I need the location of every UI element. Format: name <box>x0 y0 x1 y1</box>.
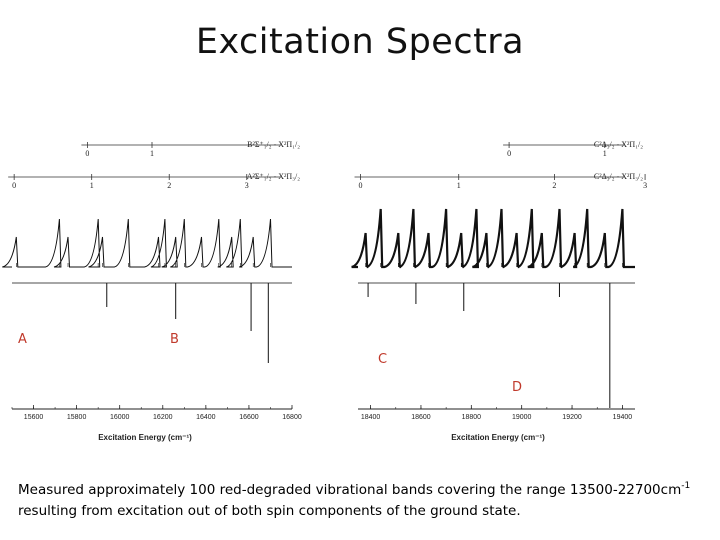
marker-a: A <box>18 332 27 347</box>
marker-c: C <box>378 352 387 367</box>
right-progression-label: C²Δ₃/₂ - X²Π₃/₂ <box>594 172 643 181</box>
right-progression-vprime: 2 <box>552 181 556 190</box>
slide-caption: Measured approximately 100 red-degraded … <box>18 480 708 522</box>
right-progression-vprime: 1 <box>603 149 607 158</box>
left-x-tick-label: 16200 <box>153 414 173 421</box>
caption-text-2: resulting from excitation out of both sp… <box>18 503 521 519</box>
left-x-tick-label: 16800 <box>282 414 302 421</box>
caption-text-1: Measured approximately 100 red-degraded … <box>18 482 682 498</box>
marker-b: B <box>170 332 179 347</box>
right-progression-label: C²Δ₃/₂ - X²Π₁/₂ <box>594 140 643 149</box>
right-signal-trace <box>351 208 635 269</box>
right-x-tick-label: 18800 <box>462 414 482 421</box>
right-x-tick-label: 19400 <box>613 414 633 421</box>
left-progression-vprime: 2 <box>167 181 171 190</box>
right-x-tick-label: 18600 <box>411 414 431 421</box>
right-x-tick-label: 18400 <box>361 414 381 421</box>
left-progression-label: B²Σ⁺₁/₂ - X²Π₁/₂ <box>247 140 300 149</box>
left-signal-trace <box>2 218 292 268</box>
right-progression-vprime: 1 <box>457 181 461 190</box>
left-x-tick-label: 16400 <box>196 414 216 421</box>
left-x-axis-title: Excitation Energy (cm⁻¹) <box>98 433 192 442</box>
right-progression-vprime: 3 <box>643 181 647 190</box>
left-progression-vprime: 1 <box>90 181 94 190</box>
left-x-tick-label: 15600 <box>24 414 44 421</box>
left-progression-vprime: 3 <box>245 181 249 190</box>
right-x-tick-label: 19000 <box>512 414 532 421</box>
right-x-tick-label: 19200 <box>562 414 582 421</box>
left-progression-vprime: 0 <box>12 181 16 190</box>
slide-title: Excitation Spectra <box>195 22 525 62</box>
spectrum-panel-left: Excitation Energy (cm⁻¹) 0 1 B²Σ⁺₁/₂ - X²Π… <box>2 140 302 442</box>
left-x-tick-label: 15800 <box>67 414 87 421</box>
left-progression-label: A²Σ⁺₁/₂ - X²Π₃/₂ <box>247 172 300 181</box>
left-x-tick-label: 16600 <box>239 414 259 421</box>
right-progression-vprime: 0 <box>359 181 363 190</box>
caption-superscript: -1 <box>681 481 691 491</box>
left-progression-vprime: 0 <box>85 149 89 158</box>
right-x-axis-title: Excitation Energy (cm⁻¹) <box>451 433 545 442</box>
left-x-tick-label: 16000 <box>110 414 130 421</box>
right-progression-vprime: 0 <box>507 149 511 158</box>
left-progression-vprime: 1 <box>150 149 154 158</box>
marker-d: D <box>512 380 522 395</box>
spectra-figure: Excitation Energy (cm⁻¹) 0 1 B²Σ⁺₁/₂ - X²Π… <box>2 140 647 442</box>
